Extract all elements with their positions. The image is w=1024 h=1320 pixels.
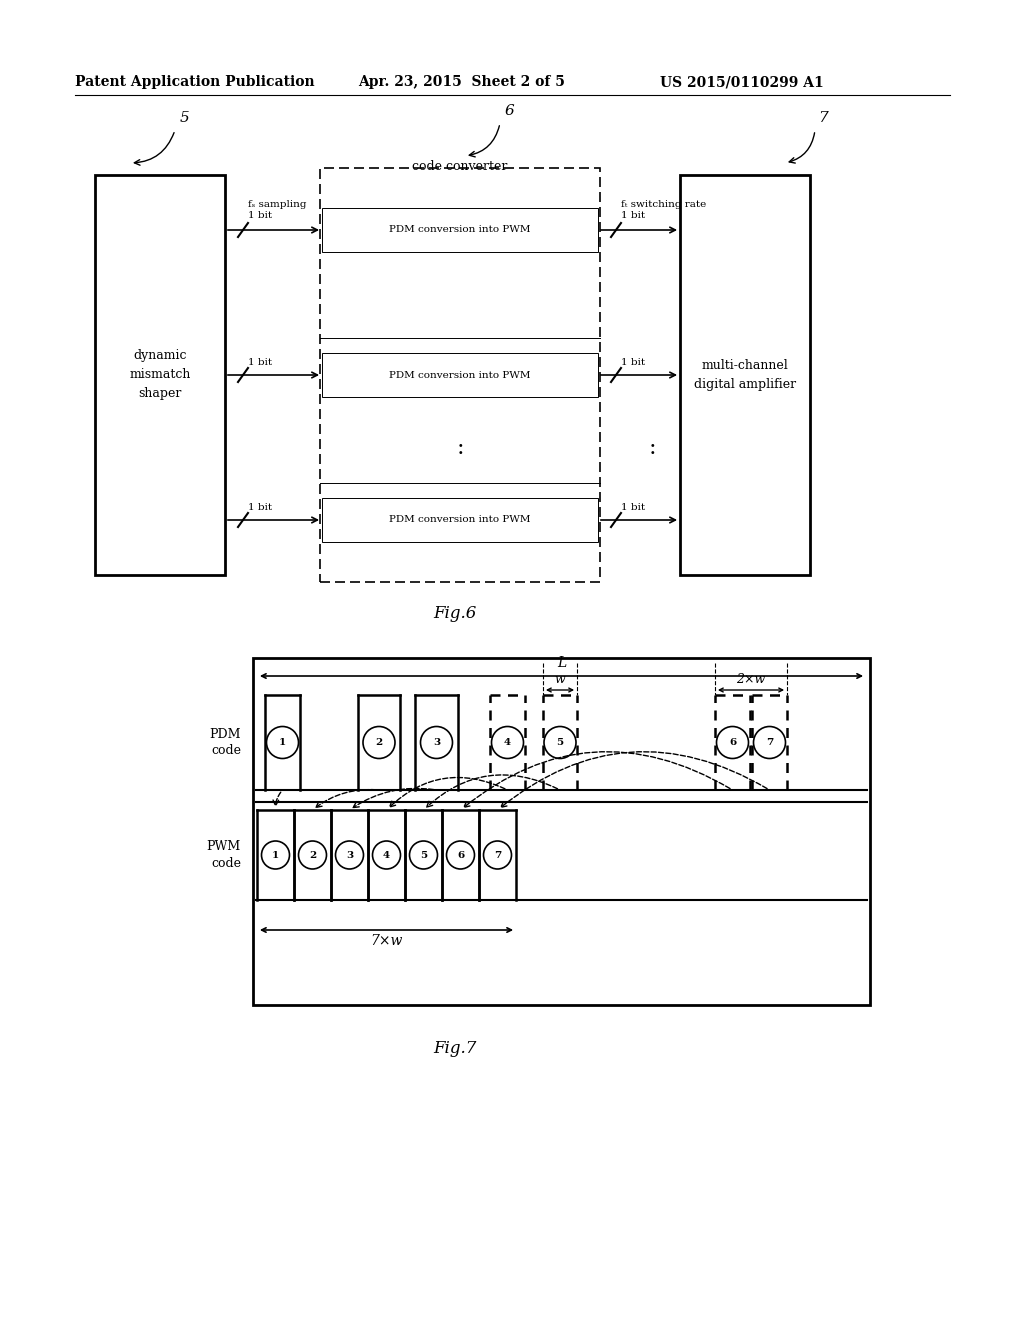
Text: dynamic
mismatch
shaper: dynamic mismatch shaper [129,350,190,400]
Text: 2×w: 2×w [736,673,766,686]
Text: 5: 5 [180,111,189,125]
Text: 1: 1 [272,850,280,859]
Text: 6: 6 [505,104,515,117]
Text: 6: 6 [457,850,464,859]
Text: 5: 5 [420,850,427,859]
Text: Patent Application Publication: Patent Application Publication [75,75,314,88]
Text: 3: 3 [346,850,353,859]
Text: code converter: code converter [413,160,508,173]
Text: :: : [457,437,464,458]
Text: 2: 2 [376,738,383,747]
Text: fₜ switching rate
1 bit: fₜ switching rate 1 bit [621,199,707,220]
Text: fₛ sampling
1 bit: fₛ sampling 1 bit [248,199,306,220]
Bar [95,176,225,576]
Bar [680,176,810,576]
Text: 2: 2 [309,850,316,859]
Text: US 2015/0110299 A1: US 2015/0110299 A1 [660,75,823,88]
Text: PDM conversion into PWM: PDM conversion into PWM [389,516,530,524]
Text: 1: 1 [279,738,286,747]
Bar [253,657,870,1005]
Text: 7: 7 [494,850,501,859]
Text: multi-channel
digital amplifier: multi-channel digital amplifier [694,359,796,391]
Bar [319,168,600,582]
Text: w: w [555,673,565,686]
Bar [322,209,598,252]
Text: PDM conversion into PWM: PDM conversion into PWM [389,371,530,380]
Text: 7: 7 [818,111,827,125]
Bar [322,498,598,543]
Text: 7: 7 [766,738,773,747]
Text: 6: 6 [729,738,736,747]
Text: Fig.6: Fig.6 [433,605,477,622]
Text: 1 bit: 1 bit [621,503,645,512]
Text: Fig.7: Fig.7 [433,1040,477,1057]
Text: :: : [648,437,655,458]
Text: 1 bit: 1 bit [248,358,272,367]
Text: Apr. 23, 2015  Sheet 2 of 5: Apr. 23, 2015 Sheet 2 of 5 [358,75,565,88]
Text: 3: 3 [433,738,440,747]
Text: PDM
code: PDM code [210,727,241,758]
Text: 7×w: 7×w [371,935,402,948]
Text: L: L [557,656,566,671]
Text: 5: 5 [556,738,563,747]
Text: 1 bit: 1 bit [621,358,645,367]
Text: 1 bit: 1 bit [248,503,272,512]
Text: 4: 4 [504,738,511,747]
Text: PDM conversion into PWM: PDM conversion into PWM [389,226,530,235]
Bar [322,352,598,397]
Text: PWM
code: PWM code [207,840,241,870]
Text: 4: 4 [383,850,390,859]
